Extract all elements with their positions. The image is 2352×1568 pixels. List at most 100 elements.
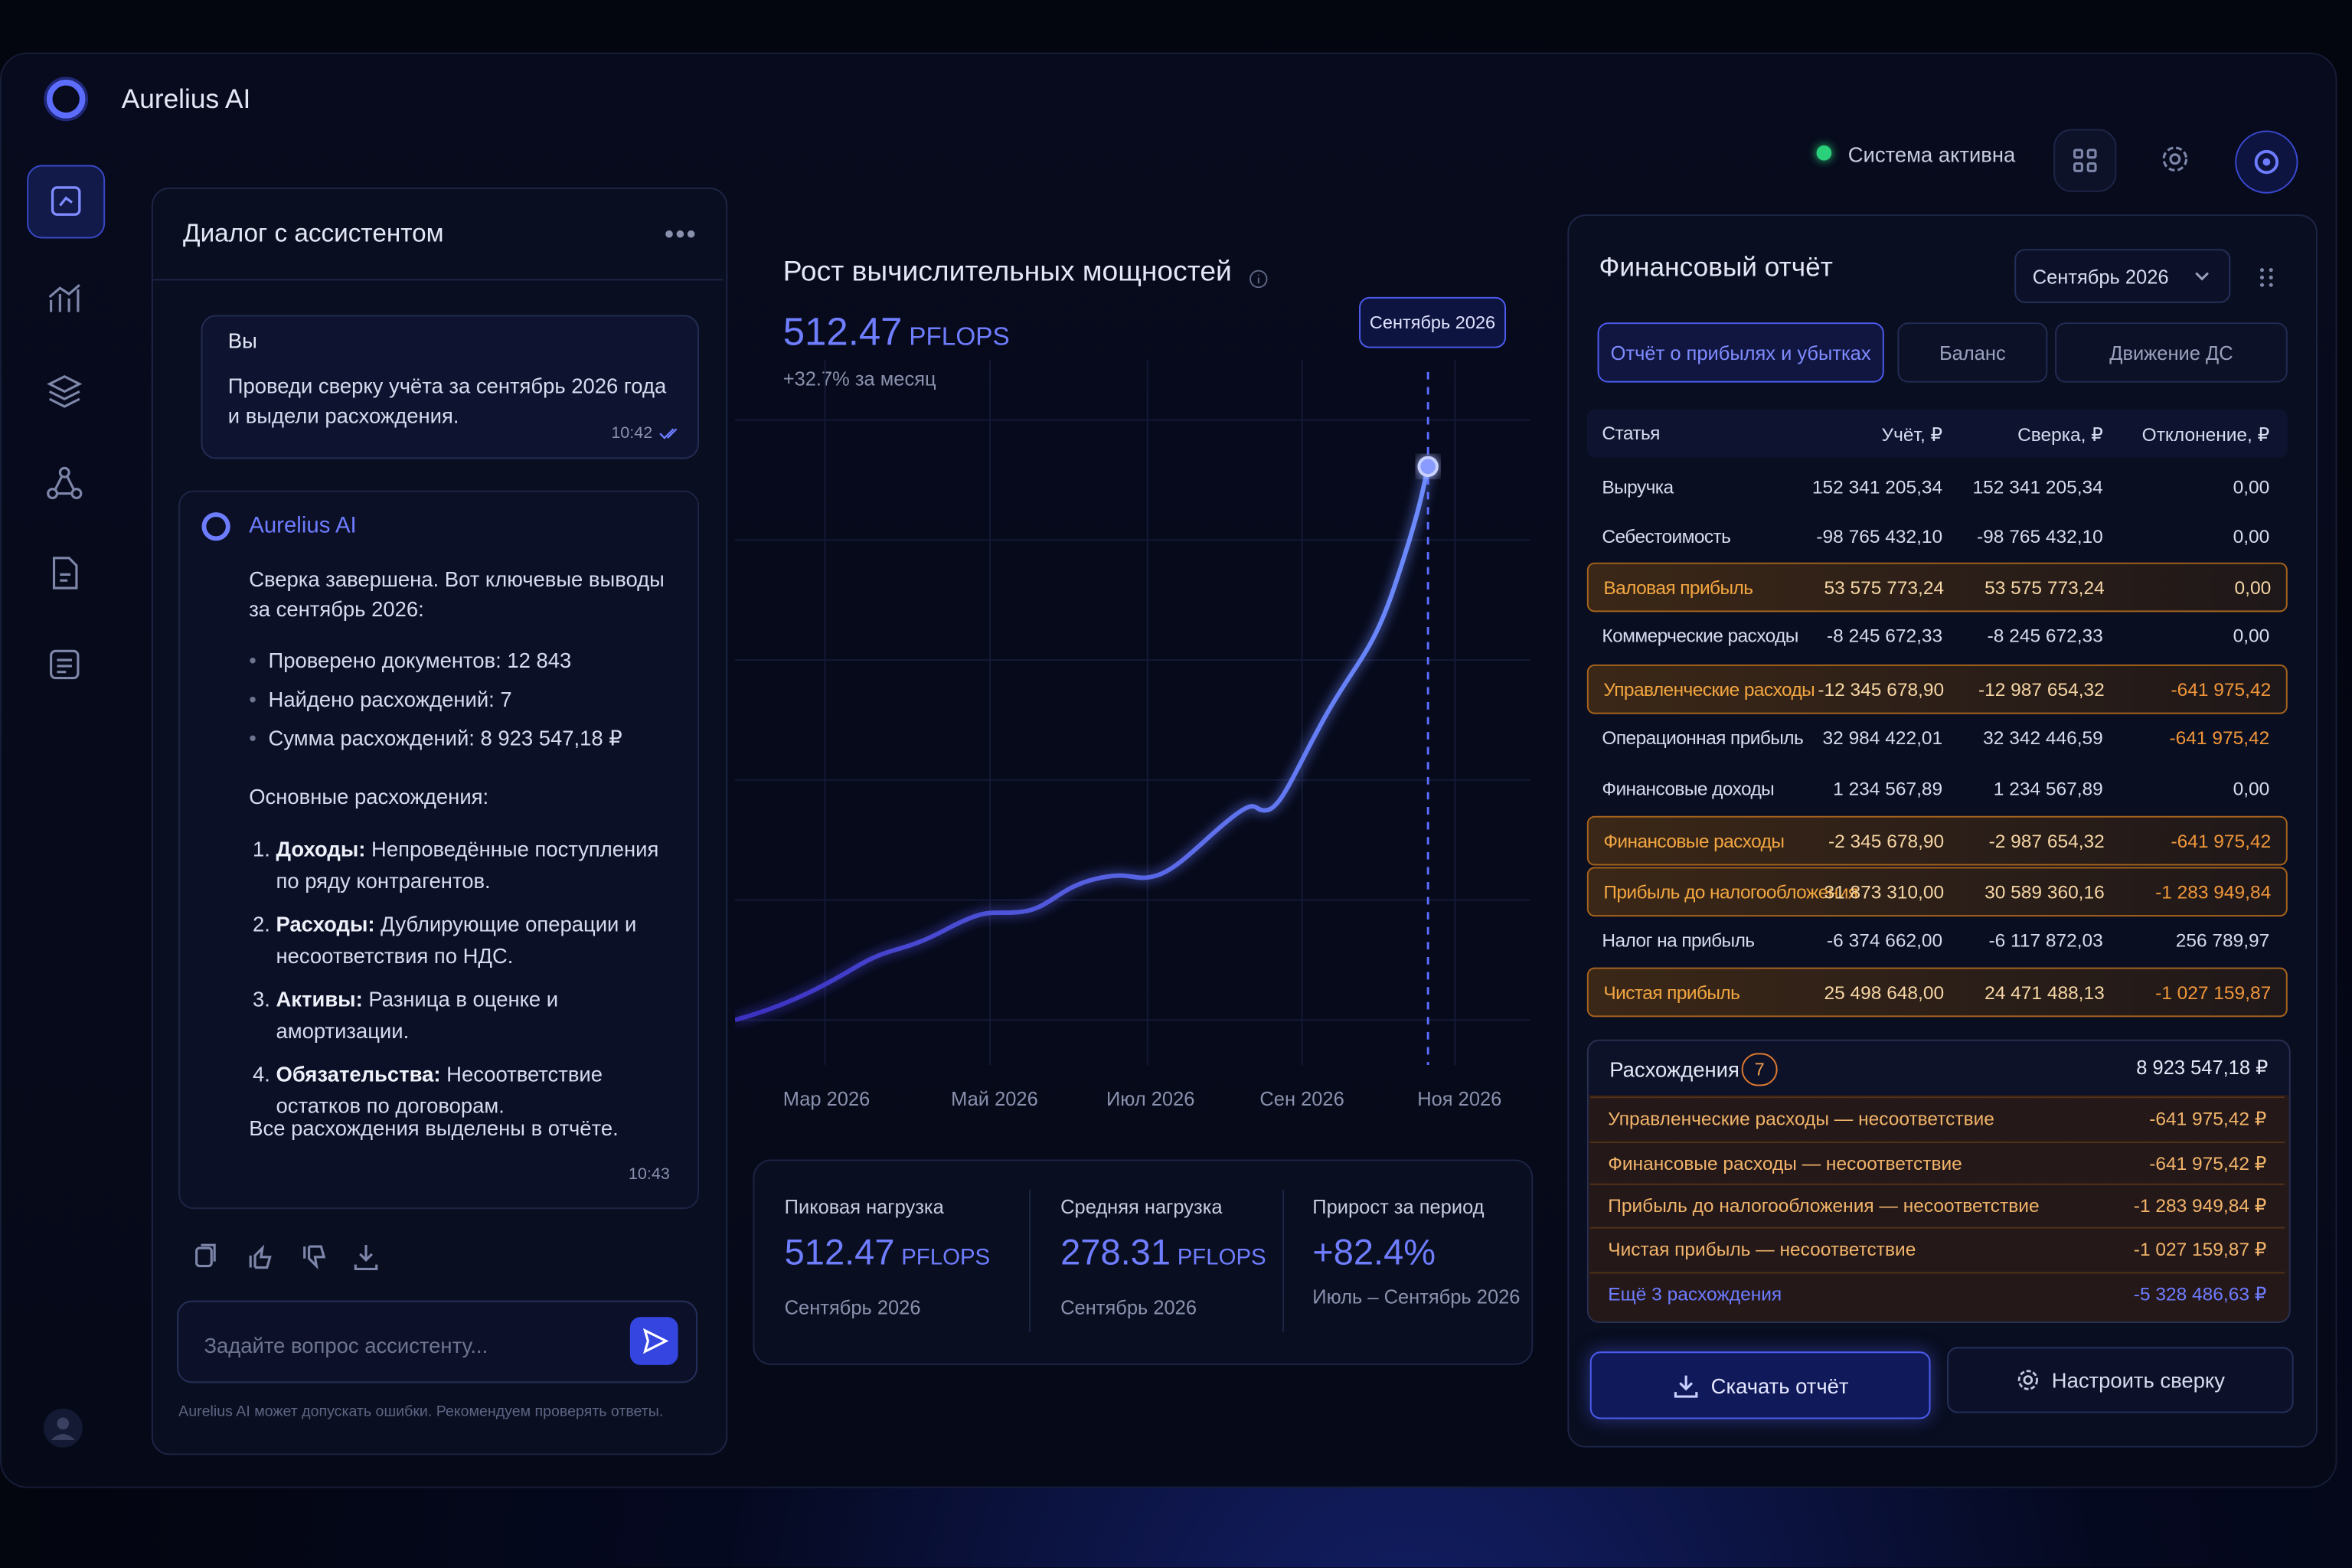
nav-analytics[interactable] [45, 279, 84, 318]
discrepancy-box [1586, 1039, 2291, 1324]
status-text: Система активна [1847, 142, 2016, 167]
table-cell: 31 873 310,00 [1824, 881, 1945, 903]
table-cell: 32 342 446,59 [1983, 727, 2103, 749]
issue-label: Обязательства: [276, 1062, 441, 1086]
discrepancy-amount: -641 975,42 ₽ [2149, 1153, 2267, 1175]
table-cell: 24 471 488,13 [1984, 982, 2105, 1003]
tab[interactable]: Баланс [1897, 322, 2048, 383]
issue: Расходы: Дублирующие операции и несоотве… [276, 909, 687, 972]
current-point[interactable] [1417, 456, 1439, 478]
table-row: Налог на прибыль -6 374 662,00 -6 117 872,… [1587, 916, 2288, 965]
chart-tooltip: Сентябрь 2026 [1359, 296, 1507, 348]
x-label: Июл 2026 [1106, 1087, 1195, 1110]
discrepancy-count: 7 [1741, 1053, 1778, 1086]
bullet-dot: • [249, 726, 256, 750]
bullet: • Сумма расхождений: 8 923 547,18 ₽ [249, 726, 684, 765]
divider [1029, 1189, 1031, 1332]
table-cell: -2 345 678,90 [1828, 830, 1945, 851]
nav-list[interactable] [45, 645, 84, 684]
table-cell: -6 374 662,00 [1826, 929, 1943, 952]
chat-input[interactable]: Задайте вопрос ассистенту... [177, 1300, 698, 1383]
table-cell: Налог на прибыль [1602, 929, 1755, 952]
report-menu[interactable] [2256, 264, 2280, 288]
dislike-button[interactable] [303, 1245, 326, 1270]
table-cell: Себестоимость [1602, 526, 1731, 548]
table-cell: 152 341 205,34 [1811, 477, 1943, 498]
apps-button[interactable] [2053, 129, 2117, 192]
table-cell: Финансовые расходы [1603, 830, 1785, 851]
nav-layers[interactable] [45, 372, 84, 411]
discrepancy-amount: -1 027 159,87 ₽ [2133, 1239, 2267, 1260]
tab[interactable]: Движение ДС [2055, 322, 2288, 383]
table-row: Выручка 152 341 205,34 152 341 205,34 0,00 [1587, 463, 2288, 511]
copy-button[interactable] [195, 1243, 216, 1268]
issue-text: Дублирующие операции и несоответствия по… [276, 912, 637, 968]
assistant-logo [201, 512, 230, 541]
download-icon [1674, 1374, 1697, 1397]
assistant-author: Aurelius AI [249, 513, 357, 539]
issue: Доходы: Непроведённые поступления по ряд… [276, 834, 687, 897]
send-button[interactable] [629, 1317, 678, 1365]
stat-value: 278.31 PFLOPS [1060, 1233, 1266, 1275]
apps-icon [2073, 149, 2097, 172]
user-text: Проведи сверку учёта за сентябрь 2026 го… [227, 373, 667, 428]
table-cell: Финансовые доходы [1602, 778, 1775, 800]
table-cell: 53 575 773,24 [1984, 577, 2105, 598]
configure-button[interactable]: Настроить сверку [1947, 1347, 2294, 1413]
discrepancy-name: Финансовые расходы — несоответствие [1608, 1152, 1962, 1174]
download-button[interactable] [354, 1245, 378, 1271]
info-icon[interactable] [1248, 269, 1269, 289]
period-value: Сентябрь 2026 [2032, 265, 2169, 289]
nav-document[interactable] [45, 554, 84, 593]
assistant-message [178, 490, 699, 1210]
table-cell: -98 765 432,10 [1977, 526, 2103, 548]
chat-menu[interactable]: ••• [664, 219, 697, 250]
table-cell: 256 789,97 [2175, 929, 2270, 952]
user-avatar[interactable] [42, 1407, 84, 1449]
issue-label: Доходы: [276, 837, 366, 861]
user-message: Вы Проведи сверку учёта за сентябрь 2026… [201, 315, 699, 459]
app-name: Aurelius AI [121, 83, 251, 114]
nav-active[interactable] [27, 165, 106, 239]
issue-text: Непроведённые поступления по ряду контра… [276, 837, 659, 893]
stat-label: Средняя нагрузка [1060, 1195, 1223, 1218]
divider [1282, 1189, 1285, 1332]
more-amount: -5 328 486,63 ₽ [2133, 1284, 2267, 1305]
like-button[interactable] [249, 1244, 272, 1269]
bullet: • Проверено документов: 12 843 [249, 648, 684, 687]
more-name: Ещё 3 расхождения [1608, 1283, 1782, 1305]
tab[interactable]: Отчёт о прибылях и убытках [1597, 322, 1884, 383]
divider [152, 279, 724, 281]
nav-network[interactable] [45, 463, 84, 502]
column-header: Сверка, ₽ [2017, 423, 2103, 445]
assistant-button[interactable] [2235, 130, 2298, 194]
table-header-bg [1586, 409, 2288, 458]
table-cell: Управленческие расходы [1603, 678, 1815, 700]
assistant-time: 10:43 [628, 1165, 670, 1184]
download-report-button[interactable]: Скачать отчёт [1589, 1351, 1931, 1419]
table-cell: 30 589 360,16 [1984, 881, 2105, 903]
discrepancy-name: Прибыль до налогообложения — несоответст… [1608, 1194, 2040, 1216]
bullet-dot: • [249, 687, 256, 711]
table-cell: 0,00 [2233, 778, 2270, 800]
table-row: Чистая прибыль 25 498 648,00 24 471 488,13… [1586, 967, 2288, 1018]
disclaimer: Aurelius AI может допускать ошибки. Реко… [178, 1403, 664, 1421]
table-row: Себестоимость -98 765 432,10 -98 765 432,1… [1587, 513, 2288, 561]
report-title: Финансовый отчёт [1599, 252, 1833, 283]
x-label: Мар 2026 [782, 1087, 871, 1110]
settings-button[interactable] [2145, 129, 2205, 188]
discrepancy-total: 8 923 547,18 ₽ [2136, 1056, 2269, 1079]
table-cell: 25 498 648,00 [1824, 982, 1945, 1003]
column-header: Отклонение, ₽ [2141, 423, 2270, 445]
discrepancy-more[interactable]: Ещё 3 расхождения -5 328 486,63 ₽ [1589, 1272, 2285, 1314]
discrepancy-name: Управленческие расходы — несоответствие [1608, 1107, 1994, 1129]
table-cell: 0,00 [2233, 477, 2270, 498]
table-cell: 1 234 567,89 [1833, 778, 1943, 800]
chart-plot [735, 360, 1530, 1066]
issue-label: Активы: [276, 987, 363, 1011]
table-row: Коммерческие расходы -8 245 672,33 -8 245 … [1587, 612, 2288, 660]
period-select[interactable]: Сентябрь 2026 [2014, 249, 2231, 303]
table-cell: 32 984 422,01 [1822, 727, 1943, 749]
